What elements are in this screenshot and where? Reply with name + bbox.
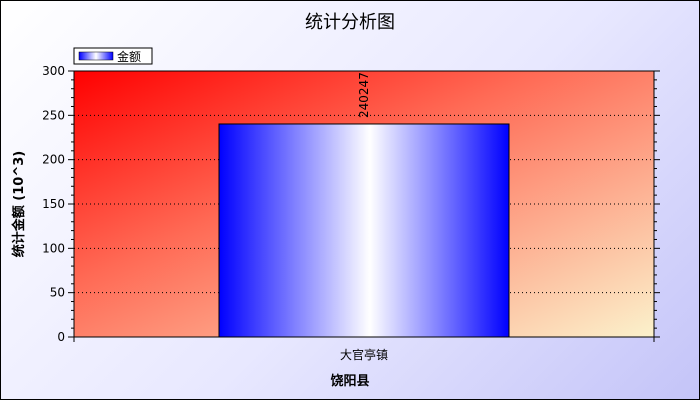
y-tick-label: 200 bbox=[42, 153, 65, 167]
bar-value-label: 240247 bbox=[357, 72, 371, 118]
y-tick-label: 250 bbox=[42, 108, 65, 122]
x-axis-title: 饶阳县 bbox=[330, 373, 369, 389]
legend-label: 金额 bbox=[117, 49, 141, 64]
y-tick-label: 300 bbox=[42, 64, 65, 78]
y-axis-title: 统计金额 (10^3) bbox=[11, 151, 27, 257]
legend-swatch bbox=[78, 51, 114, 61]
y-tick-label: 0 bbox=[57, 330, 65, 344]
chart-title: 统计分析图 bbox=[305, 12, 395, 33]
gridlines bbox=[74, 114, 654, 294]
axes: 0 50 100 150 200 250 300 大官亭镇 bbox=[42, 64, 660, 362]
y-tick-label: 50 bbox=[50, 286, 65, 300]
legend: 金额 bbox=[73, 47, 153, 65]
y-tick-label: 150 bbox=[42, 197, 65, 211]
bars: 240247 bbox=[218, 72, 510, 338]
bar bbox=[218, 123, 510, 338]
x-tick-label: 大官亭镇 bbox=[340, 347, 388, 362]
y-tick-label: 100 bbox=[42, 241, 65, 255]
